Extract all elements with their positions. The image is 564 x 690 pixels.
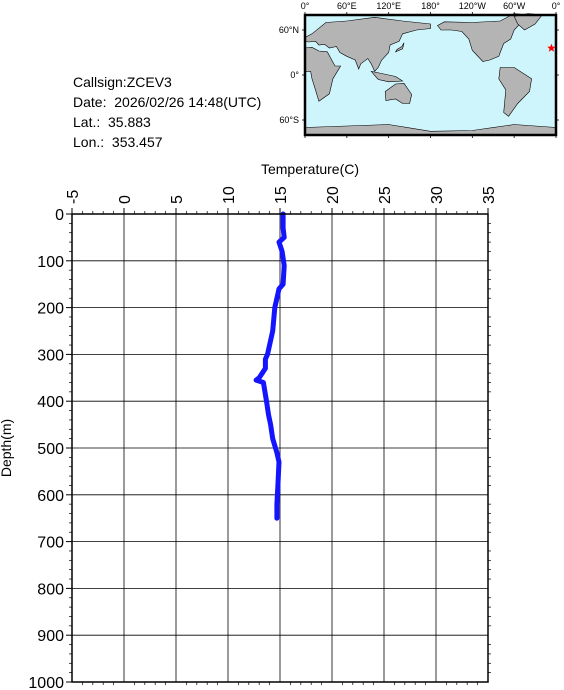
map-frame [303, 13, 558, 137]
map-lat-label: 0° [290, 70, 299, 80]
y-tick-label: 1000 [28, 675, 64, 690]
y-tick-label: 600 [37, 488, 64, 505]
map-land-eurasia [304, 16, 431, 72]
map-land-south-america [498, 67, 532, 117]
map-lon-label: 0° [552, 1, 561, 11]
chart-series [253, 211, 287, 521]
map-land-north-america [437, 13, 529, 62]
map-lon-label: 60°W [503, 1, 526, 11]
longitude-text: Lon.: 353.457 [73, 134, 163, 150]
y-tick-label: 400 [37, 394, 64, 411]
x-tick-label: 0 [117, 195, 134, 204]
latitude-text: Lat.: 35.883 [73, 114, 151, 130]
map-lon-label: 0° [301, 1, 310, 11]
plot-frame [71, 213, 489, 683]
x-tick-label: 20 [325, 186, 342, 204]
map-lat-label: 60°N [279, 25, 299, 35]
y-tick-label: 500 [37, 441, 64, 458]
map-lon-label: 180° [421, 1, 440, 11]
y-tick-label: 200 [37, 301, 64, 318]
x-tick-label: 10 [221, 186, 238, 204]
map-land-africa [304, 46, 342, 102]
x-tick-label: 25 [377, 186, 394, 204]
date-text: Date: 2026/02/26 14:48(UTC) [73, 94, 262, 110]
map-lon-label: 60°E [337, 1, 357, 11]
callsign-text: Callsign:ZCEV3 [73, 74, 172, 90]
x-tick-label: 15 [273, 186, 290, 204]
x-axis-title: Temperature(C) [261, 161, 359, 177]
y-axis-title: Depth(m) [0, 419, 14, 477]
map-land-greenland [513, 13, 543, 31]
x-tick-label: 5 [169, 195, 186, 204]
x-tick-label: 30 [429, 186, 446, 204]
y-tick-label: 800 [37, 581, 64, 598]
map-lon-label: 120°W [459, 1, 487, 11]
chart-tick-labels: -5 0 5 10 15 20 25 30 35010020030040050060070080… [28, 186, 498, 690]
y-tick-label: 300 [37, 347, 64, 364]
station-info: Callsign:ZCEV3 Date: 2026/02/26 14:48(UT… [73, 72, 261, 152]
y-tick-label: 700 [37, 535, 64, 552]
x-tick-label: 35 [481, 186, 498, 204]
map-lon-label: 120°E [376, 1, 401, 11]
map-land-indonesia [370, 70, 404, 83]
map-lat-label: 60°S [279, 115, 299, 125]
station-marker-icon [547, 43, 556, 52]
x-tick-label: -5 [65, 190, 82, 204]
temperature-series-line [253, 211, 287, 521]
y-tick-label: 100 [37, 254, 64, 271]
y-tick-label: 900 [37, 628, 64, 645]
chart-ticks [66, 208, 491, 685]
y-tick-label: 0 [55, 207, 64, 224]
map-land-australia [384, 82, 413, 104]
map-land-japan [394, 42, 405, 53]
